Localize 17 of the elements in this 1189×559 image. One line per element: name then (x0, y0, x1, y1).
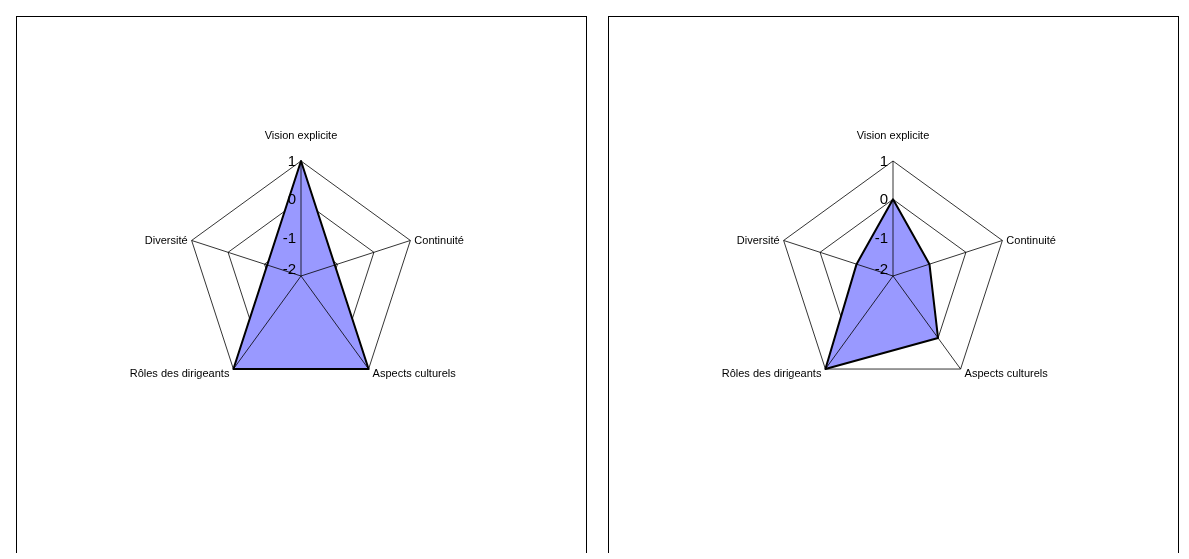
spoke-label: Continuité (1006, 234, 1056, 247)
spoke-label: Vision explicite (264, 129, 338, 141)
spoke-label: Continuité (414, 234, 464, 247)
spoke-label: Rôles des dirigeants (721, 367, 822, 380)
y-tick-label: -1 (874, 228, 888, 246)
y-tick-label: 1 (287, 152, 296, 169)
spoke-label: Vision explicite (856, 129, 930, 141)
y-tick-label: 0 (879, 190, 888, 208)
y-tick-label: -2 (874, 260, 888, 277)
spoke-label: Diversité (144, 234, 188, 247)
y-tick-label: -1 (282, 228, 296, 246)
y-tick-label: 1 (879, 152, 888, 169)
spoke-label: Diversité (736, 234, 780, 247)
spoke-label: Aspects culturels (372, 367, 457, 380)
spoke-label: Aspects culturels (964, 367, 1049, 380)
y-tick-label: -2 (282, 260, 296, 277)
spoke-label: Rôles des dirigeants (129, 367, 230, 380)
